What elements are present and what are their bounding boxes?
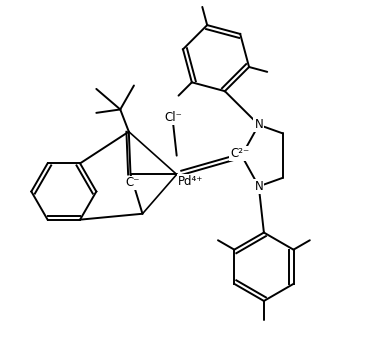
Text: N: N <box>255 118 263 131</box>
Text: Cl⁻: Cl⁻ <box>164 111 182 124</box>
Text: C⁻: C⁻ <box>125 176 140 189</box>
Text: Pd⁴⁺: Pd⁴⁺ <box>178 175 203 188</box>
Text: C²⁻: C²⁻ <box>230 147 249 160</box>
Text: N: N <box>255 180 263 193</box>
